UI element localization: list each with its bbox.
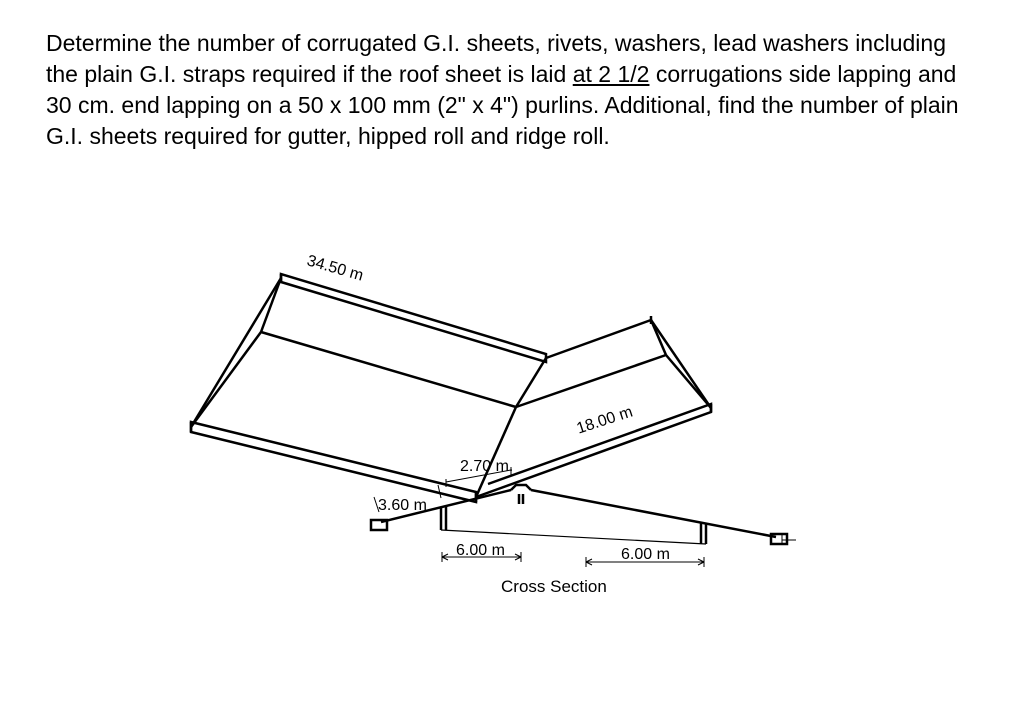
half-span-right-label: 6.00 m [621, 546, 670, 564]
problem-statement: Determine the number of corrugated G.I. … [46, 28, 978, 152]
half-span-left-label: 6.00 m [456, 542, 505, 560]
diagram-area: 34.50 m 18.00 m 3.60 m 2.70 m. 6.00 m 6.… [146, 192, 846, 612]
problem-underlined: at 2 1/2 [573, 61, 650, 87]
overhang-length-label: 2.70 m. [460, 458, 513, 476]
slope-length-label: 3.60 m [378, 497, 427, 515]
cross-section-caption: Cross Section [501, 577, 607, 597]
